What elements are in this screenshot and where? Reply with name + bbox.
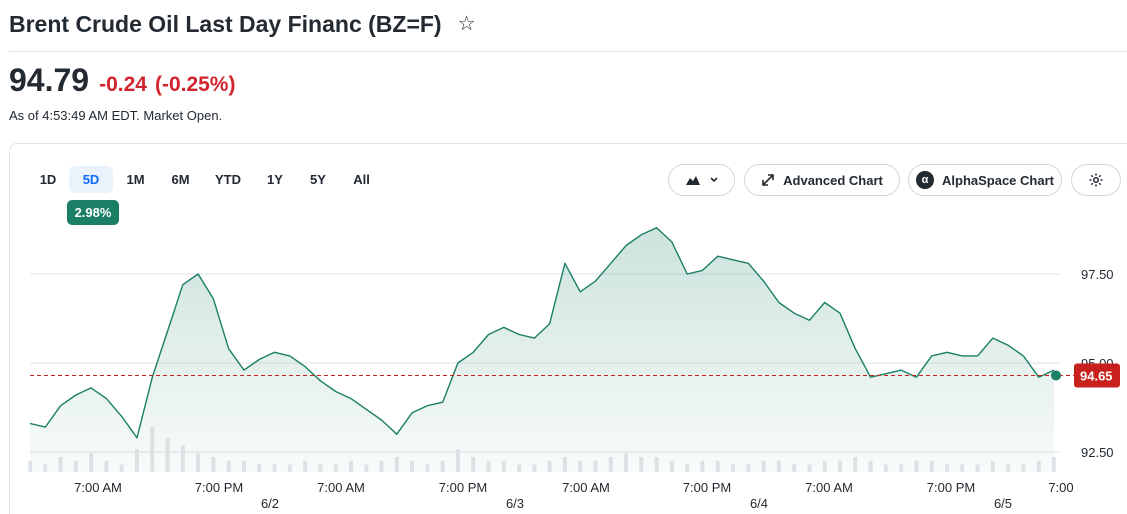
range-selector: 1D 5D 1M 6M YTD 1Y 5Y All (27, 166, 384, 193)
range-all[interactable]: All (353, 172, 370, 187)
current-price-tag (1074, 363, 1120, 388)
date-label: 6/4 (750, 496, 768, 511)
x-tick-label: 7:00 AM (562, 480, 610, 495)
range-ytd[interactable]: YTD (215, 172, 241, 187)
x-tick-label: 7:00 PM (195, 480, 243, 495)
x-tick-label: 7:00 PM (439, 480, 487, 495)
range-5d[interactable]: 5D (69, 166, 113, 193)
range-1d[interactable]: 1D (39, 172, 57, 187)
alphaspace-logo-icon: α (916, 171, 934, 189)
y-tick-label: 92.50 (1081, 445, 1114, 460)
range-1m[interactable]: 1M (126, 172, 145, 187)
page-title: Brent Crude Oil Last Day Financ (BZ=F) (9, 10, 442, 37)
chart-settings-button[interactable] (1071, 164, 1121, 196)
quote-row: 94.79 -0.24 (-0.25%) (9, 62, 235, 99)
alphaspace-chart-label: AlphaSpace Chart (942, 172, 1054, 188)
header-divider (9, 51, 1127, 52)
price-area (30, 227, 1054, 472)
range-6m[interactable]: 6M (171, 172, 190, 187)
x-tick-label: 7:00 PM (927, 480, 975, 495)
date-label: 6/3 (506, 496, 524, 511)
current-price-label: 94.65 (1080, 368, 1113, 383)
x-tick-label: 7:00 AM (805, 480, 853, 495)
y-tick-label: 97.50 (1081, 267, 1114, 282)
watchlist-star-icon[interactable]: ☆ (457, 13, 476, 35)
chart-type-button[interactable] (668, 164, 735, 196)
x-tick-label: 7:00 AM (317, 480, 365, 495)
alphaspace-chart-button[interactable]: α AlphaSpace Chart (908, 164, 1062, 196)
range-5y[interactable]: 5Y (310, 172, 326, 187)
x-tick-label: 7:00 (1048, 480, 1073, 495)
range-1y[interactable]: 1Y (267, 172, 283, 187)
price-change-percent: (-0.25%) (154, 73, 236, 96)
price-line (29, 227, 1055, 439)
expand-icon (762, 174, 774, 186)
chevron-down-icon (709, 177, 718, 183)
date-label: 6/2 (261, 496, 279, 511)
current-price-marker (1051, 370, 1061, 381)
chart-panel (9, 143, 1127, 514)
mountain-chart-icon (685, 176, 700, 185)
title-row: Brent Crude Oil Last Day Financ (BZ=F) ☆ (9, 8, 476, 40)
x-tick-label: 7:00 AM (74, 480, 122, 495)
market-status: As of 4:53:49 AM EDT. Market Open. (9, 108, 223, 123)
range-change-badge: 2.98% (67, 200, 119, 225)
advanced-chart-label: Advanced Chart (783, 172, 883, 188)
date-label: 6/5 (994, 496, 1012, 511)
last-price: 94.79 (9, 62, 90, 98)
price-change: -0.24 (99, 73, 147, 96)
advanced-chart-button[interactable]: Advanced Chart (744, 164, 900, 196)
gear-icon (1089, 173, 1103, 187)
x-tick-label: 7:00 PM (683, 480, 731, 495)
